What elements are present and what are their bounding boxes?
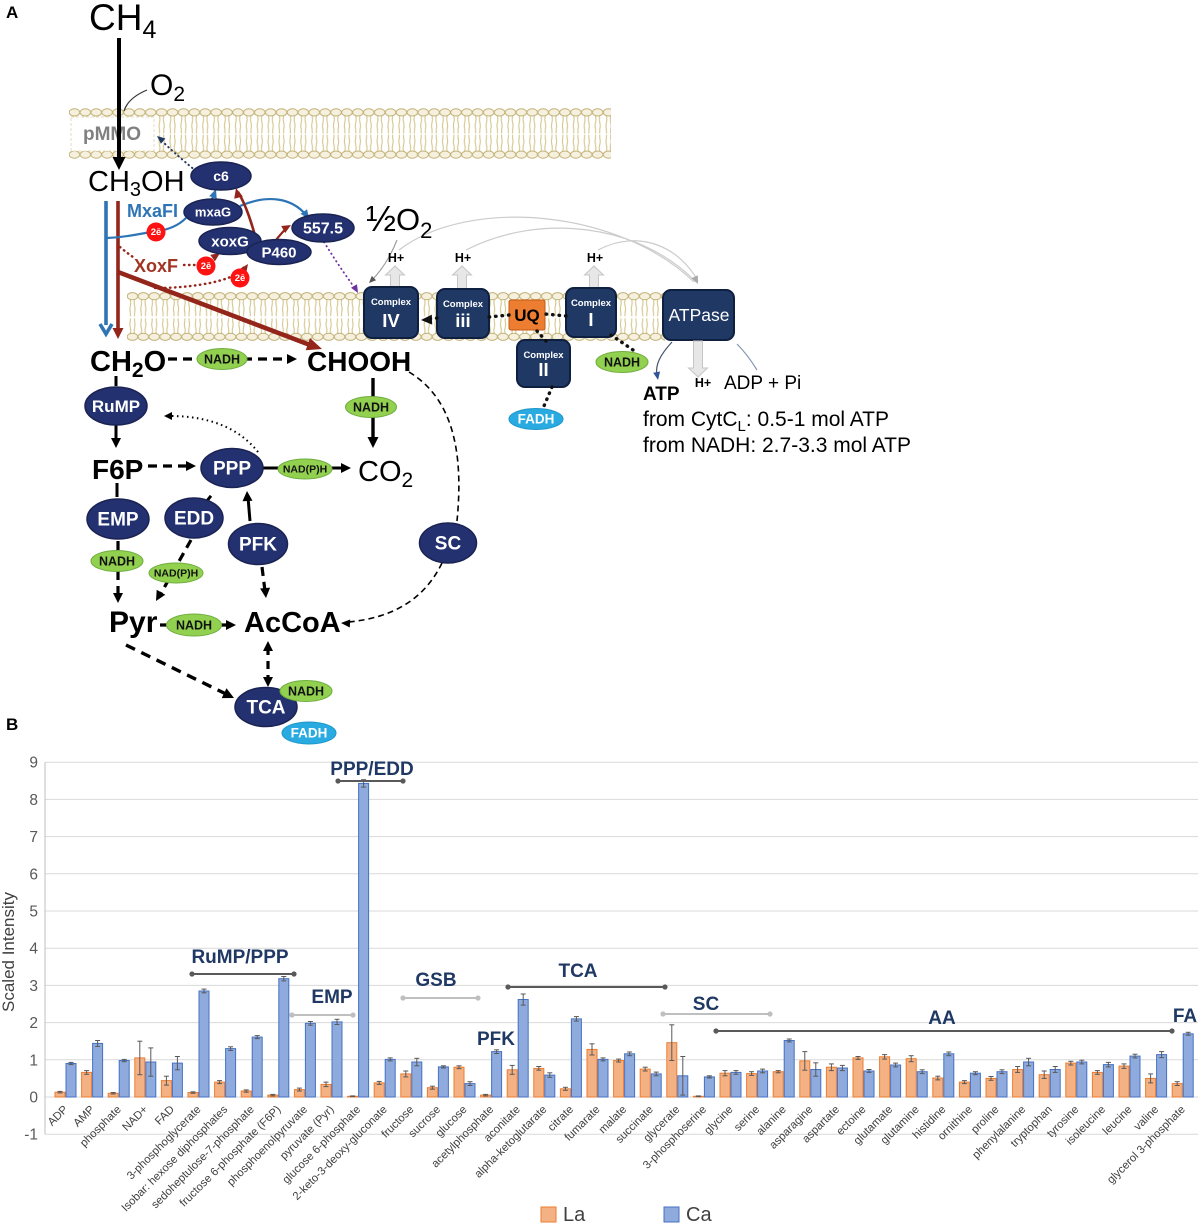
svg-text:mxaG: mxaG — [195, 205, 231, 220]
svg-text:c6: c6 — [213, 168, 229, 184]
svg-text:ATPase: ATPase — [669, 305, 730, 325]
svg-text:H+: H+ — [695, 376, 711, 390]
svg-text:EMP: EMP — [97, 510, 139, 531]
svg-text:TCA: TCA — [246, 698, 285, 719]
svg-text:PFK: PFK — [477, 1029, 515, 1050]
svg-text:3: 3 — [29, 978, 38, 995]
svg-text:2ē: 2ē — [151, 227, 162, 238]
svg-text:1: 1 — [29, 1052, 38, 1069]
svg-text:PPP: PPP — [213, 459, 251, 480]
svg-text:PPP/EDD: PPP/EDD — [330, 759, 413, 780]
svg-text:NADH: NADH — [176, 618, 212, 632]
svg-text:8: 8 — [29, 792, 38, 809]
svg-text:pMMO: pMMO — [83, 124, 141, 145]
svg-text:7: 7 — [29, 829, 38, 846]
svg-text:NADH: NADH — [204, 352, 240, 366]
svg-text:PFK: PFK — [239, 535, 277, 556]
svg-text:0: 0 — [29, 1090, 38, 1107]
svg-text:GSB: GSB — [415, 970, 456, 991]
svg-text:P460: P460 — [261, 244, 296, 261]
svg-text:NADH: NADH — [353, 400, 389, 414]
svg-text:XoxF: XoxF — [134, 256, 178, 276]
svg-text:557.5: 557.5 — [303, 221, 343, 238]
svg-text:H+: H+ — [455, 251, 471, 265]
svg-text:RuMP/PPP: RuMP/PPP — [191, 947, 288, 968]
svg-text:9: 9 — [29, 755, 38, 772]
svg-text:MxaFI: MxaFI — [127, 201, 178, 221]
svg-text:2: 2 — [29, 1015, 38, 1032]
svg-text:H+: H+ — [388, 251, 404, 265]
svg-text:NAD(P)H: NAD(P)H — [154, 568, 198, 580]
svg-text:EMP: EMP — [311, 987, 353, 1008]
svg-text:AcCoA: AcCoA — [244, 607, 341, 639]
svg-text:6: 6 — [29, 866, 38, 883]
svg-text:-1: -1 — [24, 1127, 38, 1144]
svg-text:RuMP: RuMP — [92, 397, 140, 416]
svg-text:Pyr: Pyr — [109, 606, 158, 639]
svg-text:CH4: CH4 — [89, 0, 156, 44]
svg-text:iii: iii — [455, 310, 470, 331]
svg-text:SC: SC — [693, 994, 720, 1015]
svg-text:SC: SC — [435, 534, 462, 555]
svg-text:B: B — [6, 715, 18, 734]
svg-text:CHOOH: CHOOH — [307, 346, 411, 377]
svg-text:Complex: Complex — [571, 298, 612, 309]
svg-text:EDD: EDD — [174, 509, 214, 530]
svg-text:NADH: NADH — [288, 684, 324, 698]
svg-text:NADH: NADH — [604, 355, 640, 369]
svg-text:2ē: 2ē — [201, 261, 212, 272]
svg-text:NADH: NADH — [99, 554, 135, 568]
svg-text:xoxG: xoxG — [211, 233, 249, 250]
svg-text:La: La — [563, 1204, 586, 1226]
svg-text:Complex: Complex — [443, 299, 484, 310]
svg-text:FADH: FADH — [518, 412, 555, 427]
svg-text:from NADH: 2.7-3.3 mol ATP: from NADH: 2.7-3.3 mol ATP — [643, 434, 911, 457]
svg-text:Scaled Intensity: Scaled Intensity — [0, 891, 18, 1012]
svg-text:4: 4 — [29, 941, 38, 958]
svg-text:Ca: Ca — [686, 1204, 712, 1226]
svg-text:ADP + Pi: ADP + Pi — [724, 373, 801, 394]
svg-text:AA: AA — [928, 1008, 956, 1029]
svg-text:I: I — [588, 309, 593, 330]
svg-text:FADH: FADH — [291, 726, 328, 741]
svg-text:ATP: ATP — [643, 384, 680, 405]
svg-text:Complex: Complex — [371, 297, 412, 308]
svg-text:Complex: Complex — [523, 350, 564, 361]
svg-text:from CytCL: 0.5-1 mol ATP: from CytCL: 0.5-1 mol ATP — [643, 408, 889, 435]
svg-text:TCA: TCA — [558, 961, 597, 982]
svg-text:FA: FA — [1173, 1006, 1198, 1027]
svg-text:CH2O: CH2O — [90, 346, 166, 382]
svg-text:5: 5 — [29, 904, 38, 921]
svg-text:F6P: F6P — [92, 454, 143, 485]
svg-text:2ē: 2ē — [235, 273, 246, 284]
svg-text:A: A — [6, 3, 18, 22]
svg-text:UQ: UQ — [514, 306, 540, 325]
svg-text:H+: H+ — [587, 251, 603, 265]
svg-text:NAD(P)H: NAD(P)H — [283, 464, 327, 476]
svg-text:IV: IV — [382, 310, 400, 331]
svg-text:II: II — [538, 359, 548, 380]
